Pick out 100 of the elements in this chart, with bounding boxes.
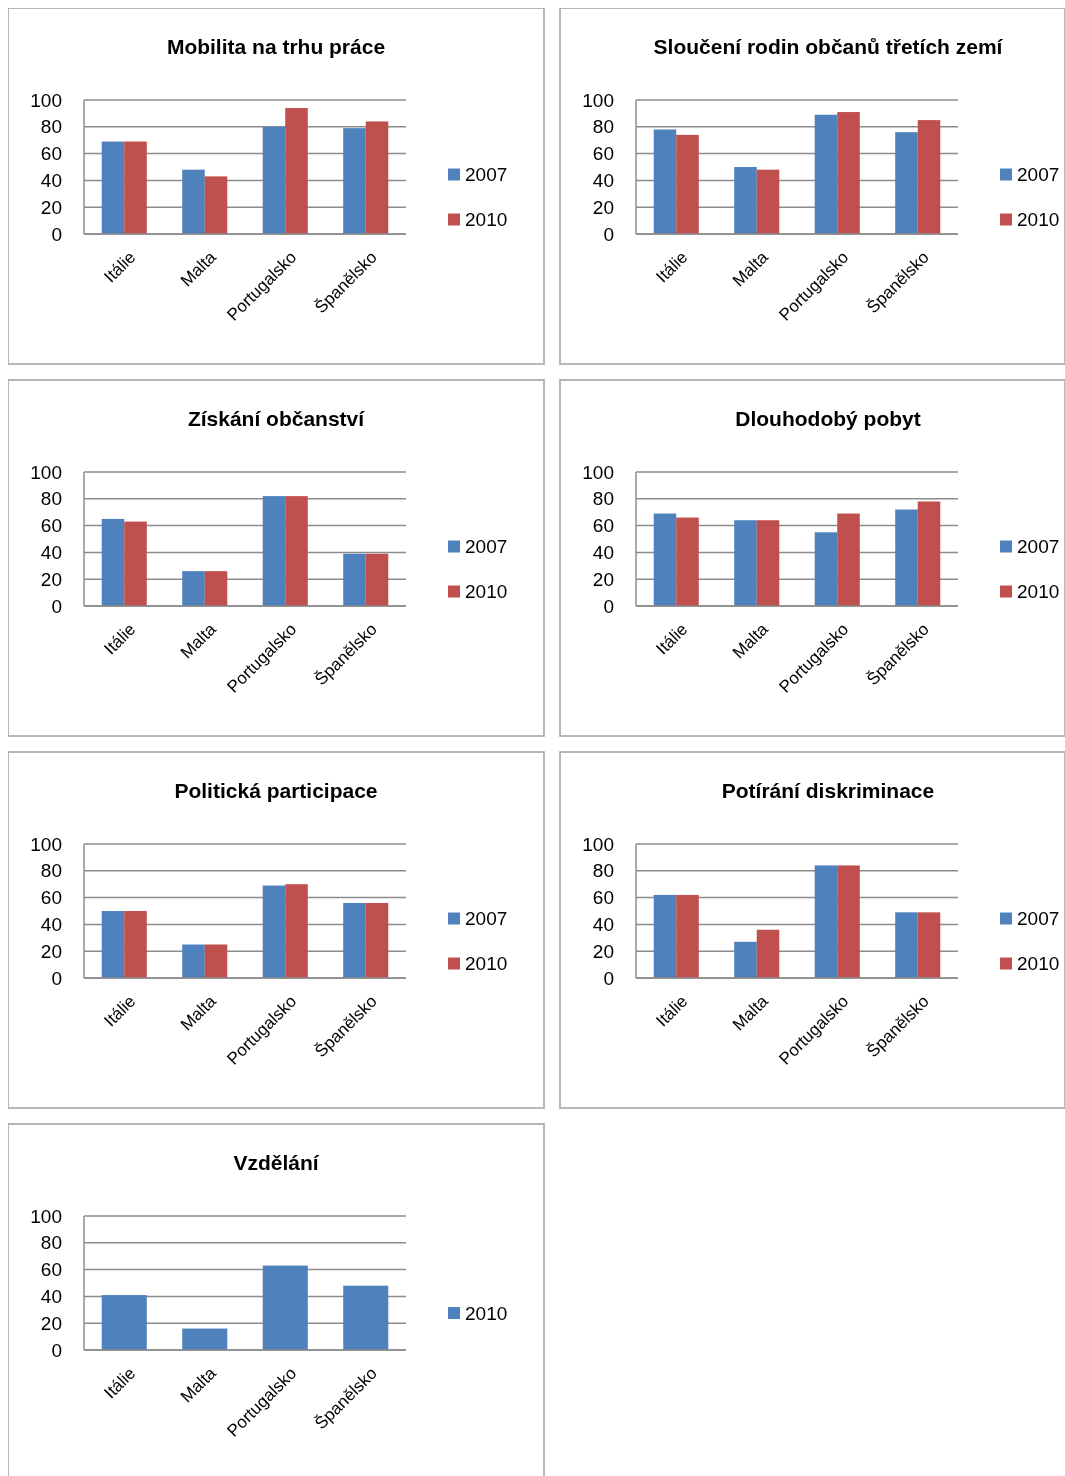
- bar: [285, 496, 308, 606]
- bar: [756, 929, 780, 978]
- legend-label: 2010: [1017, 581, 1060, 603]
- bar: [182, 571, 205, 606]
- legend-label: 2007: [1017, 164, 1060, 186]
- bar: [734, 520, 757, 606]
- y-tick-label: 40: [40, 542, 62, 564]
- bar: [124, 911, 147, 978]
- y-tick-label: 20: [592, 568, 614, 590]
- bar: [262, 1265, 308, 1350]
- bar: [204, 176, 228, 234]
- bar: [653, 129, 677, 234]
- bar: [343, 902, 366, 978]
- bar: [204, 944, 228, 978]
- bar: [756, 520, 780, 606]
- chart-title: Získání občanství: [187, 407, 366, 430]
- bar: [676, 517, 699, 606]
- y-tick-label: 60: [592, 143, 614, 165]
- y-tick-label: 40: [592, 170, 614, 192]
- bar: [343, 553, 366, 606]
- y-tick-label: 0: [603, 967, 614, 989]
- bar: [101, 141, 125, 234]
- bar: [262, 126, 286, 234]
- bar: [676, 894, 699, 978]
- bar: [262, 885, 286, 978]
- y-tick-label: 0: [51, 1339, 62, 1361]
- legend-label: 2010: [465, 953, 508, 975]
- bar: [814, 532, 838, 606]
- y-tick-label: 80: [592, 116, 614, 138]
- chart-title: Mobilita na trhu práce: [166, 35, 386, 58]
- y-tick-label: 0: [51, 223, 62, 245]
- bar: [917, 501, 941, 606]
- bar: [365, 902, 389, 978]
- bar: [124, 141, 147, 234]
- bar: [124, 521, 147, 606]
- y-tick-label: 40: [592, 914, 614, 936]
- bar: [182, 944, 205, 978]
- bar: [734, 941, 757, 978]
- y-tick-label: 80: [592, 860, 614, 882]
- chart-title: Sloučení rodin občanů třetích zemí: [653, 35, 1004, 58]
- y-tick-label: 100: [582, 461, 614, 483]
- bar: [895, 509, 918, 606]
- bar: [101, 518, 125, 606]
- bar: [837, 865, 860, 978]
- y-tick-label: 60: [592, 887, 614, 909]
- bar: [653, 513, 677, 606]
- bar: [895, 912, 918, 978]
- legend-label: 2007: [465, 536, 508, 558]
- bar: [365, 553, 389, 606]
- bar: [814, 114, 838, 234]
- y-tick-label: 100: [582, 833, 614, 855]
- legend-label: 2007: [1017, 908, 1060, 930]
- legend-label: 2010: [1017, 209, 1060, 231]
- y-tick-label: 80: [40, 488, 62, 510]
- y-tick-label: 80: [40, 116, 62, 138]
- bar: [285, 884, 308, 978]
- bar: [676, 134, 699, 234]
- bar: [101, 911, 125, 978]
- y-tick-label: 60: [592, 515, 614, 537]
- bar: [837, 513, 860, 606]
- y-tick-label: 60: [40, 143, 62, 165]
- chart-title: Vzdělání: [233, 1151, 320, 1174]
- y-tick-label: 40: [40, 914, 62, 936]
- bar: [837, 112, 860, 234]
- y-tick-label: 100: [30, 461, 62, 483]
- legend-label: 2007: [465, 164, 508, 186]
- y-tick-label: 0: [51, 967, 62, 989]
- bar: [814, 865, 838, 978]
- chart-title: Politická participace: [174, 779, 378, 802]
- legend-label: 2010: [1017, 953, 1060, 975]
- bar: [262, 496, 286, 606]
- y-tick-label: 0: [603, 595, 614, 617]
- bar: [343, 128, 366, 234]
- y-tick-label: 0: [603, 223, 614, 245]
- bar: [653, 894, 677, 978]
- legend-label: 2007: [1017, 536, 1060, 558]
- legend-label: 2007: [465, 908, 508, 930]
- bar: [182, 169, 205, 234]
- bar: [285, 108, 308, 234]
- chart-title: Dlouhodobý pobyt: [735, 407, 921, 430]
- y-tick-label: 20: [592, 196, 614, 218]
- y-tick-label: 60: [40, 515, 62, 537]
- y-tick-label: 80: [40, 1232, 62, 1254]
- y-tick-label: 100: [30, 89, 62, 111]
- y-tick-label: 0: [51, 595, 62, 617]
- bar: [343, 1285, 389, 1350]
- y-tick-label: 100: [582, 89, 614, 111]
- bar: [182, 1328, 228, 1350]
- y-tick-label: 20: [40, 196, 62, 218]
- y-tick-label: 60: [40, 887, 62, 909]
- y-tick-label: 60: [40, 1259, 62, 1281]
- bar: [917, 120, 941, 234]
- y-tick-label: 20: [40, 1312, 62, 1334]
- y-tick-label: 80: [40, 860, 62, 882]
- y-tick-label: 100: [30, 1205, 62, 1227]
- bar: [917, 912, 941, 978]
- y-tick-label: 20: [592, 940, 614, 962]
- bar: [101, 1295, 147, 1350]
- chart-title: Potírání diskriminace: [721, 779, 935, 802]
- bar: [734, 167, 757, 234]
